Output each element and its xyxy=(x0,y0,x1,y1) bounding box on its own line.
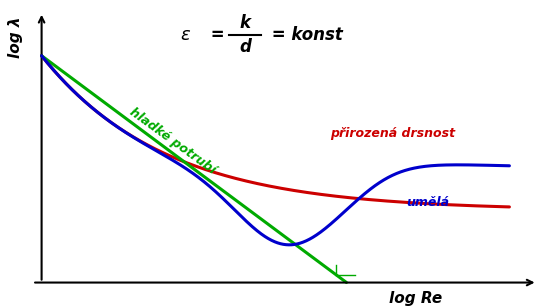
Text: = konst: = konst xyxy=(266,26,343,44)
Text: $\varepsilon$: $\varepsilon$ xyxy=(180,26,191,44)
Text: =: = xyxy=(206,26,225,44)
Text: přirozená drsnost: přirozená drsnost xyxy=(330,127,455,140)
Text: log Re: log Re xyxy=(389,290,442,306)
Text: d: d xyxy=(239,38,251,56)
Text: hladké potrubí: hladké potrubí xyxy=(127,105,218,176)
Text: umělá: umělá xyxy=(407,196,450,209)
Text: k: k xyxy=(240,14,251,33)
Text: log λ: log λ xyxy=(8,17,23,59)
